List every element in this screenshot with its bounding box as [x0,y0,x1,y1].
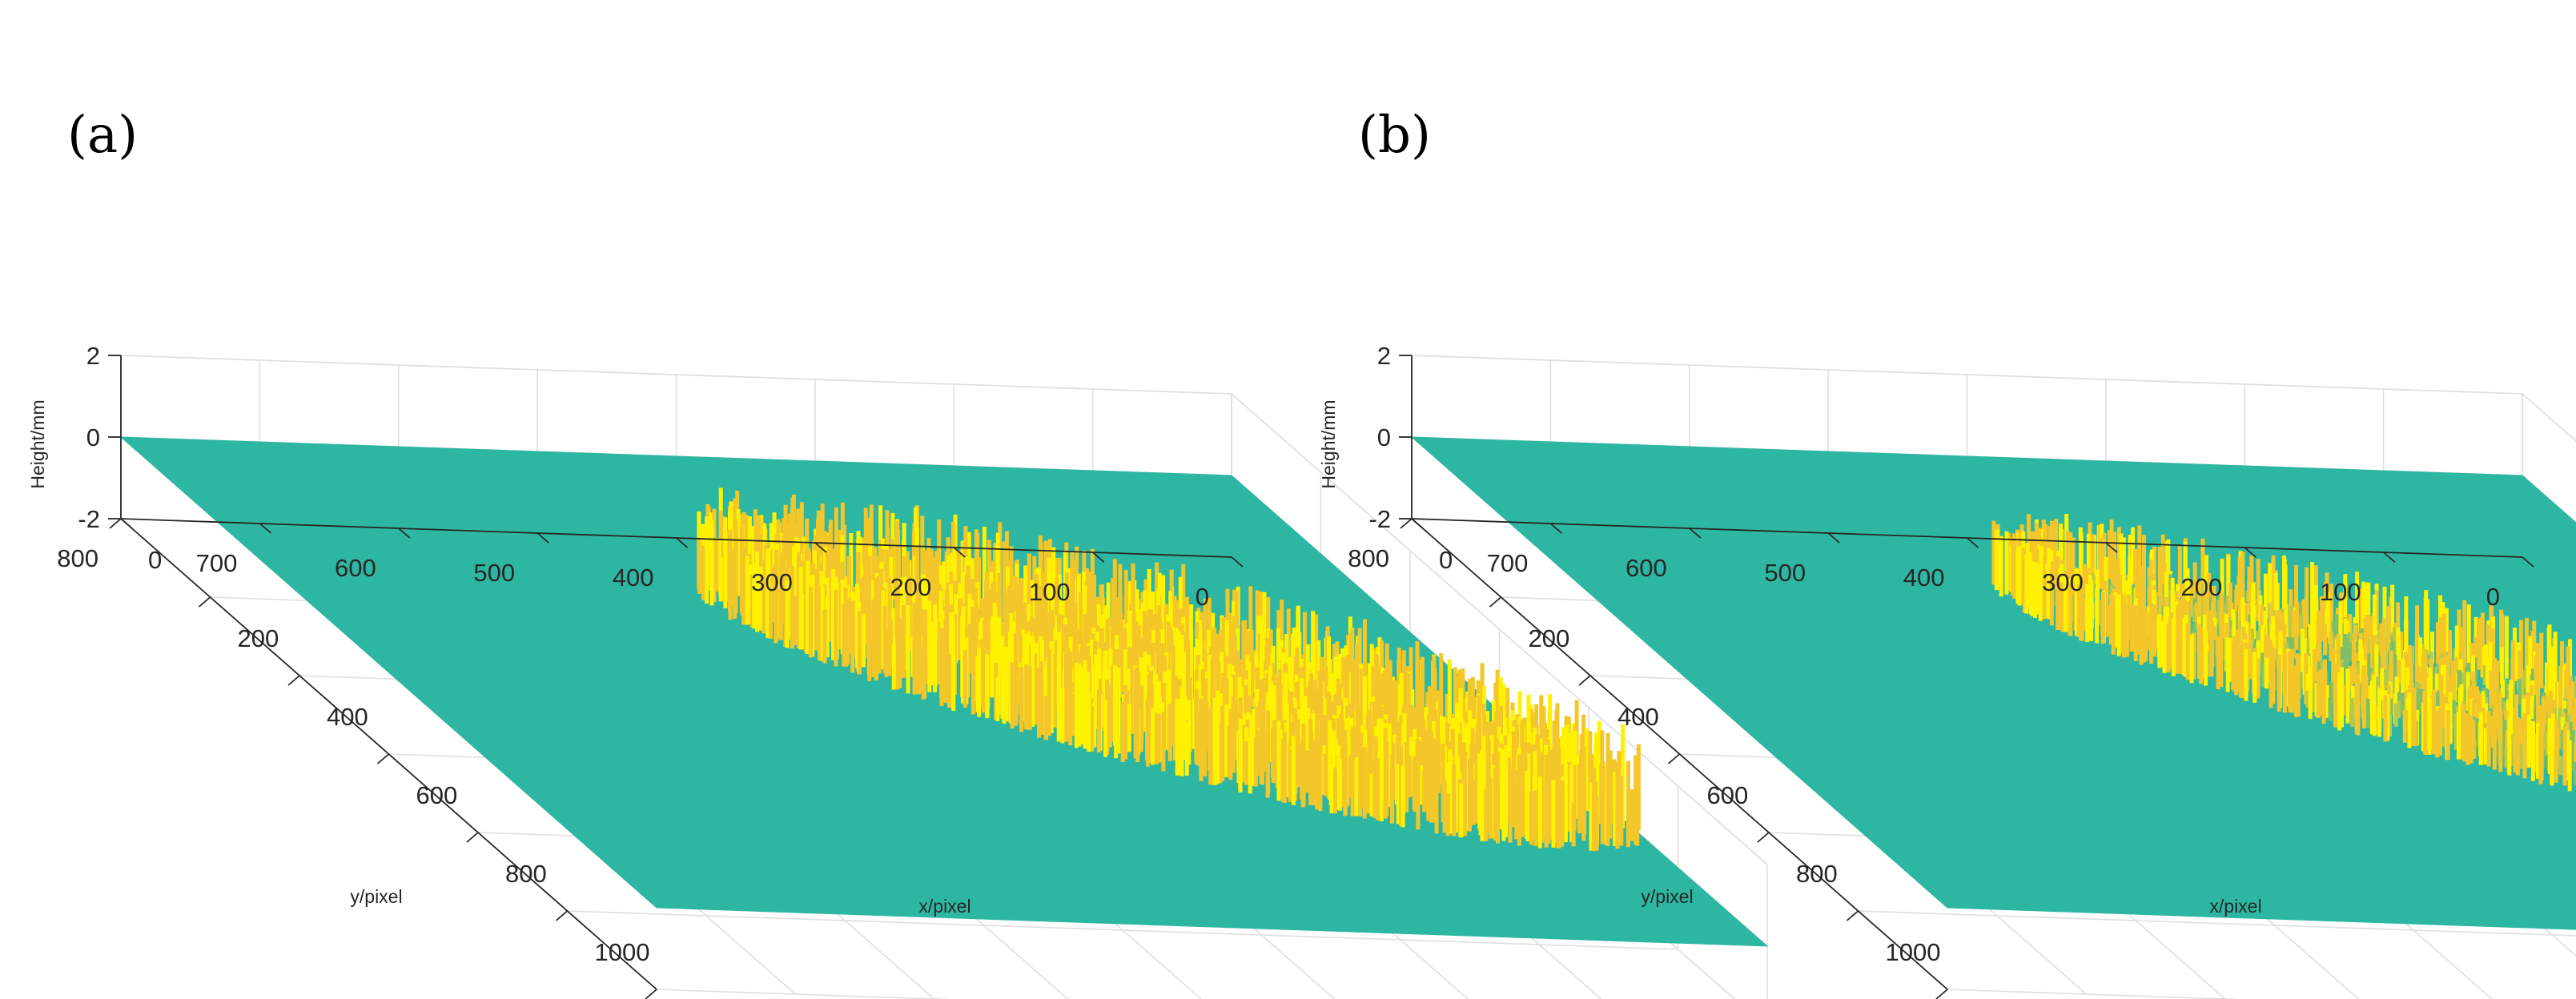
y-axis-label: y/pixel [350,886,402,907]
panel-label: (a) [67,106,138,165]
x-tick-label: 400 [327,703,368,731]
x-tick-label: 0 [148,546,162,574]
y-tick-mark [675,537,689,548]
x-tick-mark [376,753,390,764]
z-tick-label: -2 [78,505,100,533]
y-tick-label: 800 [57,544,98,572]
y-tick-mark [953,547,966,558]
y-tick-mark [536,532,549,544]
axes: 0 100 200 300 400 500 600 700 800 0 200 400 600 800 10… [57,342,1244,999]
x-tick-mark [287,675,300,686]
z-tick-label: 0 [86,423,100,451]
y-tick-mark [120,518,133,529]
z-axis-label: Height/mm [27,399,48,488]
panel-a: 0 100 200 300 400 500 600 700 800 0 200 400 600 800 10… [27,106,1769,999]
x-tick-label: 200 [238,624,279,652]
y-tick-mark [1092,552,1105,563]
y-tick-label: 100 [1029,578,1071,606]
y-tick-label: 400 [613,564,654,592]
x-tick-mark [555,910,569,921]
x-tick-mark [198,596,211,608]
x-tick-mark [109,518,122,529]
y-tick-mark [259,523,271,534]
y-tick-mark [1231,556,1244,568]
y-tick-label: 200 [890,573,932,601]
surface-relief [1991,514,2576,792]
grid-line [1411,355,2576,442]
y-tick-label: 600 [335,554,376,582]
y-tick-mark [814,542,827,553]
x-tick-label: 800 [505,860,547,888]
y-tick-label: 700 [196,549,238,577]
y-tick-mark [398,528,411,539]
grid-line [1947,989,2244,999]
grid-line [656,989,953,999]
x-tick-mark [645,989,657,999]
x-tick-label: 600 [416,781,458,809]
z-tick-label: 2 [86,342,100,370]
x-tick-mark [466,832,479,843]
y-tick-label: 300 [751,568,793,596]
x-axis-label: x/pixel [918,896,971,917]
x-tick-label: 1000 [595,938,650,966]
y-tick-label: 500 [473,559,515,587]
surface-relief [697,487,1641,852]
y-tick-label: 0 [1196,583,1209,611]
grid-line [120,355,1768,865]
